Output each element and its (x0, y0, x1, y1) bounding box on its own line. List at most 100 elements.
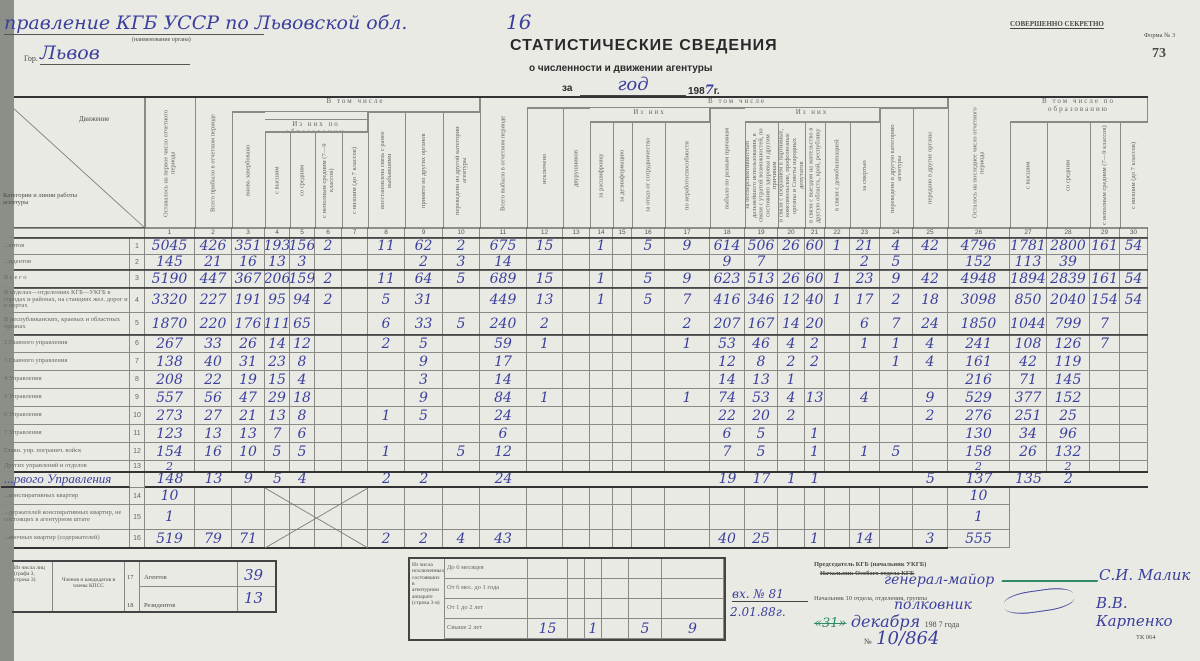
table-cell (805, 505, 825, 530)
table-cell (290, 488, 315, 505)
table-cell: 56 (195, 389, 232, 407)
table-cell (563, 472, 590, 488)
form-number: Форма № 3 (1144, 32, 1176, 39)
row-label: Главн. упр. погранич. войск (1, 443, 130, 461)
excluded-cell: 5 (629, 619, 662, 639)
table-cell: 13 (527, 288, 563, 313)
signature-1-icon (1001, 568, 1103, 582)
table-cell (590, 389, 613, 407)
corner-top: Движение (79, 115, 110, 123)
table-cell (613, 389, 632, 407)
table-cell: 14 (265, 335, 290, 353)
table-cell: 4 (850, 389, 880, 407)
table-cell: 2040 (1047, 288, 1090, 313)
table-cell: 95 (265, 288, 290, 313)
table-cell: 2 (805, 335, 825, 353)
table-cell: 191 (232, 288, 265, 313)
table-cell (665, 488, 710, 505)
table-cell (880, 407, 913, 425)
table-cell: 16 (195, 443, 232, 461)
table-cell: 22 (195, 371, 232, 389)
table-cell (1120, 371, 1148, 389)
table-cell: 74 (710, 389, 745, 407)
table-cell: 5 (265, 443, 290, 461)
table-cell: 7 (1090, 335, 1120, 353)
table-cell: 6 (480, 425, 527, 443)
table-cell: 135 (1010, 472, 1047, 488)
table-cell: 557 (145, 389, 195, 407)
doc-title: СТАТИСТИЧЕСКИЕ СВЕДЕНИЯ (510, 37, 778, 54)
table-cell: 3320 (145, 288, 195, 313)
doc-number: 10/864 (876, 628, 940, 649)
table-cell: 33 (195, 335, 232, 353)
row-number: 1 (130, 238, 145, 255)
table-cell: 529 (948, 389, 1010, 407)
table-cell: 145 (1047, 371, 1090, 389)
table-cell (613, 288, 632, 313)
table-cell: 13 (745, 371, 778, 389)
table-cell: 9 (665, 238, 710, 255)
table-cell (265, 505, 290, 530)
table-cell (195, 505, 232, 530)
excluded-cell (568, 619, 585, 639)
page-number: 73 (1152, 46, 1166, 61)
row-label: 4 Управления (1, 371, 130, 389)
table-cell (527, 425, 563, 443)
column-group-spacer (265, 112, 368, 120)
table-cell: 10 (948, 488, 1010, 505)
table-cell (563, 353, 590, 371)
table-cell (880, 389, 913, 407)
table-cell: 17 (745, 472, 778, 488)
row-label: 2 Главного управления (1, 335, 130, 353)
party-row-number: 17 (127, 574, 134, 581)
table-cell (632, 371, 665, 389)
table-cell (405, 505, 443, 530)
table-cell: 154 (1090, 288, 1120, 313)
table-cell (315, 488, 342, 505)
table-cell: 2 (913, 407, 948, 425)
table-cell (480, 505, 527, 530)
table-cell: 1 (368, 407, 405, 425)
table-cell (368, 353, 405, 371)
table-cell (913, 371, 948, 389)
table-cell: 26 (1010, 443, 1047, 461)
table-cell: 13 (195, 425, 232, 443)
table-cell (1090, 389, 1120, 407)
party-box-from: Из числа лиц (графа 3, строка 3) (14, 565, 45, 584)
table-cell: 7 (265, 425, 290, 443)
table-cell (913, 505, 948, 530)
table-cell (563, 443, 590, 461)
table-cell (265, 488, 290, 505)
table-cell: 1 (145, 505, 195, 530)
table-cell: 161 (948, 353, 1010, 371)
table-cell (342, 389, 368, 407)
table-cell (590, 505, 613, 530)
table-cell (590, 371, 613, 389)
table-cell (232, 505, 265, 530)
table-cell (290, 505, 315, 530)
table-cell: 2 (368, 472, 405, 488)
table-cell: 152 (1047, 389, 1090, 407)
table-cell: 614 (710, 238, 745, 255)
table-cell (632, 335, 665, 353)
table-cell (405, 443, 443, 461)
table-cell (1090, 353, 1120, 371)
table-cell: 4 (290, 472, 315, 488)
table-cell (342, 238, 368, 255)
table-cell (825, 472, 850, 488)
table-cell: 12 (480, 443, 527, 461)
table-cell (880, 505, 913, 530)
row-label: ...конспиративных квартир (1, 488, 130, 505)
table-cell: 60 (805, 238, 825, 255)
table-cell: 4 (778, 335, 805, 353)
table-cell (805, 371, 825, 389)
table-cell (613, 353, 632, 371)
table-cell: 158 (948, 443, 1010, 461)
table-cell: 1 (527, 389, 563, 407)
excluded-row-label: От 6 мес. до 1 года (444, 579, 528, 599)
table-cell (665, 425, 710, 443)
excluded-cell (629, 599, 662, 619)
table-cell: 19 (710, 472, 745, 488)
table-cell (590, 443, 613, 461)
table-cell (825, 389, 850, 407)
